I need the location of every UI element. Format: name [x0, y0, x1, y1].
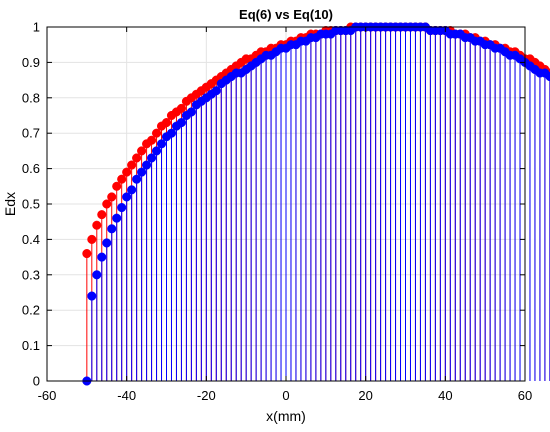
- x-tick-label: -20: [197, 388, 216, 403]
- x-tick-label: -60: [38, 388, 57, 403]
- stem-marker: [87, 291, 97, 301]
- stem-marker: [112, 213, 122, 223]
- x-tick-label: 60: [518, 388, 532, 403]
- chart-title: Eq(6) vs Eq(10): [239, 7, 333, 22]
- y-tick-label: 0.9: [22, 55, 40, 70]
- stem-marker: [127, 185, 137, 195]
- x-tick-label: 0: [282, 388, 289, 403]
- stem-marker: [147, 153, 157, 163]
- stem-marker: [142, 160, 152, 170]
- stem-marker: [137, 146, 147, 156]
- stem-marker: [161, 118, 172, 128]
- stem-marker: [112, 181, 122, 191]
- stem-marker: [156, 139, 167, 149]
- stem-marker: [97, 252, 107, 262]
- y-tick-label: 1: [33, 20, 40, 35]
- stem-marker: [87, 234, 97, 244]
- y-axis-title: Edx: [2, 192, 18, 216]
- stem-marker: [166, 128, 177, 138]
- stem-marker: [117, 174, 127, 184]
- stem-marker: [97, 210, 107, 220]
- stem-marker: [132, 174, 142, 184]
- x-tick-label: -40: [117, 388, 136, 403]
- stem-marker: [186, 107, 196, 117]
- axis-ticks: -60 -40 -20 0 20 40 60 0 0.1 0.2 0.3 0.4 0.5 0.6 0.7 0.…: [22, 20, 532, 404]
- y-tick-label: 0.3: [22, 267, 40, 282]
- stem-marker: [147, 135, 157, 145]
- stem-marker: [176, 118, 186, 128]
- y-tick-label: 0.4: [22, 232, 40, 247]
- stem-marker: [137, 167, 147, 177]
- series-2: [82, 22, 550, 386]
- stem-marker: [107, 224, 117, 234]
- stem-marker: [151, 146, 162, 156]
- y-tick-label: 0.8: [22, 90, 40, 105]
- stem-marker: [176, 103, 186, 113]
- stem-marker: [107, 192, 117, 202]
- y-tick-label: 0: [33, 374, 40, 389]
- stem-marker: [122, 192, 132, 202]
- y-tick-label: 0.1: [22, 338, 40, 353]
- y-tick-label: 0.5: [22, 197, 40, 212]
- stem-marker: [102, 238, 112, 248]
- x-axis-title: x(mm): [266, 408, 306, 424]
- stem-marker: [102, 199, 112, 209]
- y-tick-label: 0.2: [22, 303, 40, 318]
- stem-marker: [82, 249, 92, 259]
- stem-marker: [127, 160, 137, 170]
- x-tick-label: 20: [358, 388, 372, 403]
- x-tick-label: 40: [438, 388, 452, 403]
- stem-marker: [132, 153, 142, 163]
- stem-marker: [151, 128, 162, 138]
- y-tick-label: 0.6: [22, 161, 40, 176]
- stem-marker: [122, 167, 132, 177]
- stem-marker: [92, 270, 102, 280]
- y-tick-label: 0.7: [22, 126, 40, 141]
- stem-marker: [92, 220, 102, 230]
- stem-marker: [211, 86, 221, 96]
- stem-marker: [117, 202, 127, 213]
